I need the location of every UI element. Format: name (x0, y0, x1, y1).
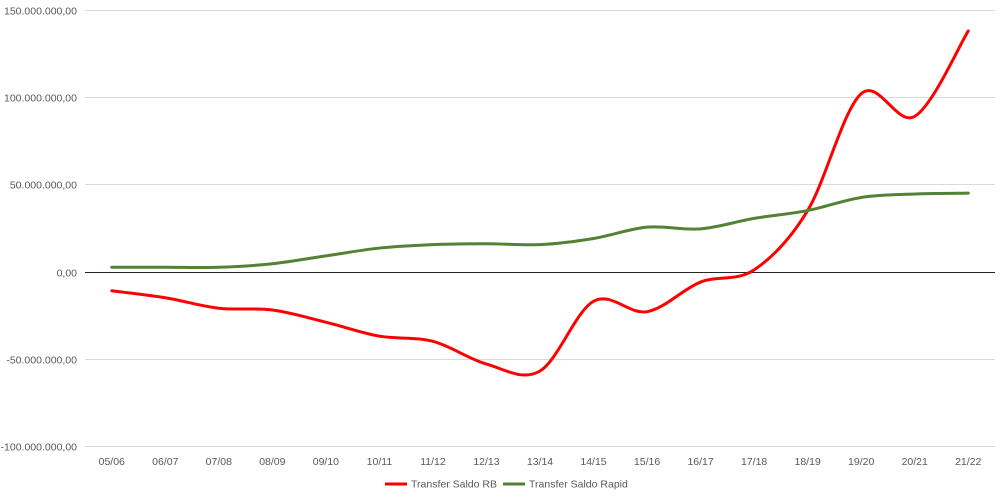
x-tick-label: 09/10 (313, 456, 339, 468)
x-tick-label: 14/15 (580, 456, 606, 468)
series-lines (110, 29, 970, 377)
y-tick-label: 0,00 (57, 268, 78, 280)
x-tick-label: 10/11 (367, 456, 393, 468)
x-tick-label: 19/20 (848, 456, 874, 468)
x-tick-label: 15/16 (634, 456, 660, 468)
x-tick-label: 20/21 (902, 456, 928, 468)
y-tick-label: 50.000.000,00 (10, 180, 77, 192)
x-tick-label: 11/12 (420, 456, 446, 468)
x-tick-label: 08/09 (259, 456, 285, 468)
x-tick-label: 12/13 (473, 456, 499, 468)
legend-label-transfer-saldo-rb: Transfer Saldo RB (411, 479, 497, 491)
x-tick-label: 17/18 (741, 456, 767, 468)
x-tick-label: 18/19 (795, 456, 821, 468)
series-line-transfer-saldo-rb (110, 29, 970, 377)
y-axis-tick-labels: -100.000.000,00 -50.000.000,00 0,00 50.000.… (1, 6, 78, 454)
legend-label-transfer-saldo-rapid: Transfer Saldo Rapid (529, 479, 628, 491)
x-tick-label: 13/14 (527, 456, 553, 468)
y-tick-label: 100.000.000,00 (4, 93, 77, 105)
x-tick-label: 07/08 (206, 456, 232, 468)
gridlines (85, 10, 995, 447)
x-axis-tick-labels: 05/06 06/07 07/08 08/09 09/10 10/11 11/12 12/13… (99, 456, 982, 468)
series-line-transfer-saldo-rapid (110, 191, 970, 269)
x-tick-label: 21/22 (955, 456, 981, 468)
y-tick-label: -50.000.000,00 (6, 355, 77, 367)
y-tick-label: -100.000.000,00 (1, 442, 78, 454)
x-tick-label: 06/07 (152, 456, 178, 468)
legend: Transfer Saldo RB Transfer Saldo Rapid (385, 479, 628, 491)
x-tick-label: 16/17 (687, 456, 713, 468)
x-tick-label: 05/06 (99, 456, 125, 468)
y-tick-label: 150.000.000,00 (4, 6, 77, 18)
